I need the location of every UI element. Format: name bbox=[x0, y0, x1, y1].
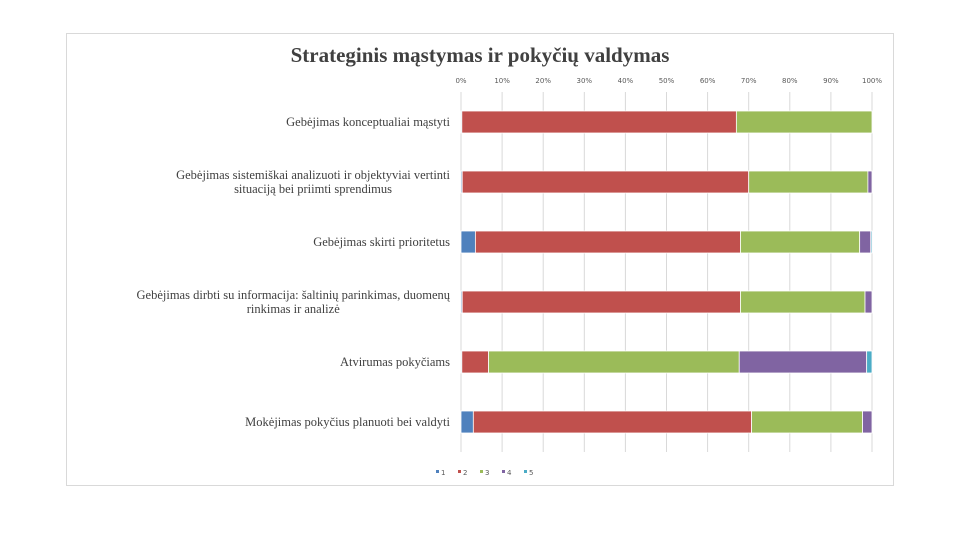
x-tick-label: 70% bbox=[741, 77, 757, 85]
legend-swatch-2 bbox=[458, 470, 461, 473]
x-tick-label: 20% bbox=[535, 77, 551, 85]
legend-label: 4 bbox=[507, 469, 512, 477]
bar-segment-series-5 bbox=[870, 230, 873, 254]
x-tick-label: 90% bbox=[823, 77, 839, 85]
category-label: Gebėjimas skirti prioritetus bbox=[313, 235, 450, 249]
legend-swatch-1 bbox=[436, 470, 439, 473]
legend-swatch-5 bbox=[524, 470, 527, 473]
x-tick-label: 100% bbox=[862, 77, 882, 85]
bar-segment-series-4 bbox=[862, 410, 873, 434]
legend-label: 5 bbox=[529, 469, 533, 477]
category-label: Gebėjimas dirbti su informacija: šaltini… bbox=[137, 288, 451, 316]
legend: 1 2 3 4 5 bbox=[436, 469, 533, 477]
bars bbox=[460, 110, 873, 434]
bar-segment-series-2 bbox=[461, 110, 737, 134]
category-label: Atvirumas pokyčiams bbox=[340, 355, 450, 369]
bar-segment-series-3 bbox=[740, 230, 861, 254]
legend-swatch-3 bbox=[480, 470, 483, 473]
bar-segment-series-4 bbox=[867, 170, 873, 194]
x-tick-label: 10% bbox=[494, 77, 510, 85]
legend-label: 2 bbox=[463, 469, 467, 477]
x-tick-label: 50% bbox=[659, 77, 675, 85]
bar-segment-series-2 bbox=[461, 290, 741, 314]
bar-segment-series-3 bbox=[751, 410, 863, 434]
bar-segment-series-2 bbox=[472, 410, 752, 434]
bar-segment-series-3 bbox=[488, 350, 740, 374]
category-labels: Gebėjimas konceptualiai mąstyti Gebėjimas… bbox=[137, 115, 451, 429]
gridlines bbox=[460, 92, 873, 452]
chart-area bbox=[66, 33, 894, 486]
x-tick-label: 60% bbox=[700, 77, 716, 85]
x-tick-label: 80% bbox=[782, 77, 798, 85]
bar-segment-series-4 bbox=[859, 230, 872, 254]
category-label: Gebėjimas konceptualiai mąstyti bbox=[286, 115, 450, 129]
bar-segment-series-1 bbox=[460, 230, 476, 254]
bar-segment-series-2 bbox=[461, 350, 489, 374]
x-tick-label: 40% bbox=[618, 77, 634, 85]
legend-label: 3 bbox=[485, 469, 489, 477]
x-tick-label: 0% bbox=[455, 77, 466, 85]
legend-swatch-4 bbox=[502, 470, 505, 473]
bar-segment-series-1 bbox=[460, 410, 474, 434]
bar-segment-series-3 bbox=[735, 110, 873, 134]
legend-label: 1 bbox=[441, 469, 445, 477]
bar-segment-series-3 bbox=[748, 170, 869, 194]
bar-segment-series-3 bbox=[740, 290, 866, 314]
chart-title: Strateginis mąstymas ir pokyčių valdymas bbox=[290, 43, 670, 67]
bar-segment-series-4 bbox=[864, 290, 873, 314]
category-label: Mokėjimas pokyčius planuoti bei valdyti bbox=[245, 415, 450, 429]
x-tick-labels: 0% 10% 20% 30% 40% 50% 60% 70% 80% 90% 100% bbox=[455, 77, 882, 85]
bar-segment-series-5 bbox=[866, 350, 873, 374]
bar-segment-series-2 bbox=[461, 170, 750, 194]
bar-segment-series-4 bbox=[738, 350, 868, 374]
bar-segment-series-2 bbox=[474, 230, 741, 254]
category-label: Gebėjimas sistemiškai analizuoti ir obje… bbox=[176, 168, 450, 196]
x-tick-label: 30% bbox=[577, 77, 593, 85]
